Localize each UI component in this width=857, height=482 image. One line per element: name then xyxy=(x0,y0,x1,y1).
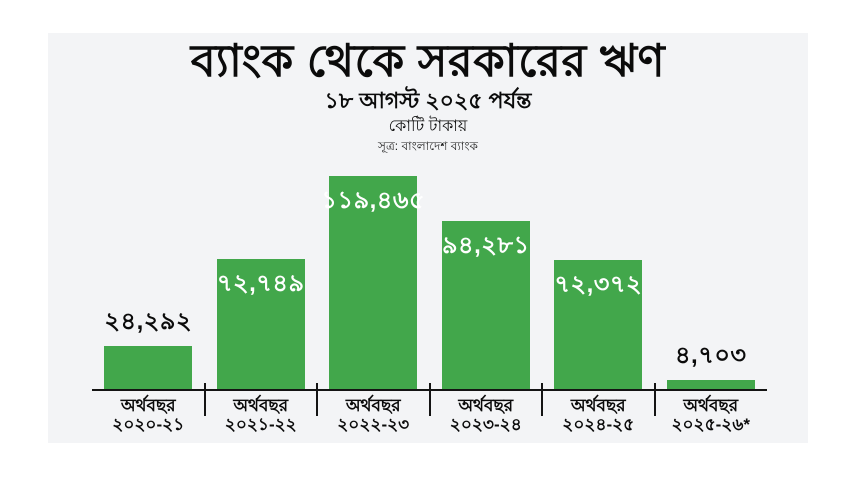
axis-tick-3 xyxy=(428,383,431,416)
chart-unit-label: কোটি টাকায় xyxy=(388,118,468,135)
axis-tick-2 xyxy=(316,383,318,416)
category-label-line2: ২০২২-২৩ xyxy=(337,415,410,434)
chart-source-label: সূত্র: বাংলাদেশ ব্যাংক xyxy=(378,139,478,153)
category-axis-labels: অর্থবছর ২০২০-২১ অর্থবছর ২০২১-২২ অর্থবছর ২০২২-… xyxy=(92,396,767,434)
bar-5: ৭২,৩৭২ xyxy=(554,260,643,389)
category-label-line2: ২০২১-২২ xyxy=(224,415,297,434)
bar-slot-4: ৯৪,২৮১ xyxy=(430,176,543,389)
bar-slot-3: ১১৯,৪৬৫ xyxy=(317,176,430,389)
bar-value-label-1: ২৪,২৯২ xyxy=(104,308,193,335)
bar-slot-5: ৭২,৩৭২ xyxy=(542,176,655,389)
bar-2: ৭২,৭৪৯ xyxy=(216,259,305,389)
category-label-2: অর্থবছর ২০২১-২২ xyxy=(205,396,318,434)
category-label-3: অর্থবছর ২০২২-২৩ xyxy=(317,396,430,434)
bar-slot-2: ৭২,৭৪৯ xyxy=(205,176,318,389)
chart-title: ব্যাংক থেকে সরকারের ঋণ xyxy=(190,35,666,86)
category-label-5: অর্থবছর ২০২৪-২৫ xyxy=(542,396,655,434)
category-label-line1: অর্থবছর xyxy=(683,396,739,415)
category-label-line1: অর্থবছর xyxy=(345,396,401,415)
chart-card: ব্যাংক থেকে সরকারের ঋণ ১৮ আগস্ট ২০২৫ পর্… xyxy=(48,33,808,443)
category-label-line1: অর্থবছর xyxy=(233,396,289,415)
category-label-line1: অর্থবছর xyxy=(120,396,176,415)
axis-tick-5 xyxy=(653,383,656,416)
bar-1 xyxy=(104,346,193,389)
bar-value-label-6: ৪,৭০৩ xyxy=(674,342,747,369)
category-label-4: অর্থবছর ২০২৩-২৪ xyxy=(430,396,543,434)
bar-4: ৯৪,২৮১ xyxy=(441,221,530,389)
category-label-line2: ২০২৫-২৬* xyxy=(671,415,751,434)
bar-slot-1: ২৪,২৯২ xyxy=(92,176,205,389)
bar-slot-6: ৪,৭০৩ xyxy=(655,176,768,389)
bar-value-label-4: ৯৪,২৮১ xyxy=(441,232,530,259)
bar-value-label-3: ১১৯,৪৬৫ xyxy=(321,187,426,214)
category-label-line2: ২০২৪-২৫ xyxy=(562,415,635,434)
category-label-6: অর্থবছর ২০২৫-২৬* xyxy=(655,396,768,434)
bar-value-label-2: ৭২,৭৪৯ xyxy=(216,270,305,297)
bar-plot-area: ২৪,২৯২ ৭২,৭৪৯ ১১৯,৪৬৫ ৯৪,২৮১ ৭২,৩৭২ ৪,৭০৩ xyxy=(92,176,767,389)
axis-tick-1 xyxy=(203,383,206,416)
bar-3: ১১৯,৪৬৫ xyxy=(321,176,425,389)
bar-value-label-5: ৭২,৩৭২ xyxy=(554,271,643,298)
category-label-line1: অর্থবছর xyxy=(570,396,626,415)
chart-subtitle: ১৮ আগস্ট ২০২৫ পর্যন্ত xyxy=(324,88,532,113)
category-label-line2: ২০২০-২১ xyxy=(112,415,185,434)
category-label-line1: অর্থবছর xyxy=(458,396,514,415)
category-label-line2: ২০২৩-২৪ xyxy=(449,415,522,434)
axis-tick-4 xyxy=(541,383,543,416)
category-label-1: অর্থবছর ২০২০-২১ xyxy=(92,396,205,434)
chart-header: ব্যাংক থেকে সরকারের ঋণ ১৮ আগস্ট ২০২৫ পর্… xyxy=(48,35,808,154)
bar-6 xyxy=(666,380,755,389)
